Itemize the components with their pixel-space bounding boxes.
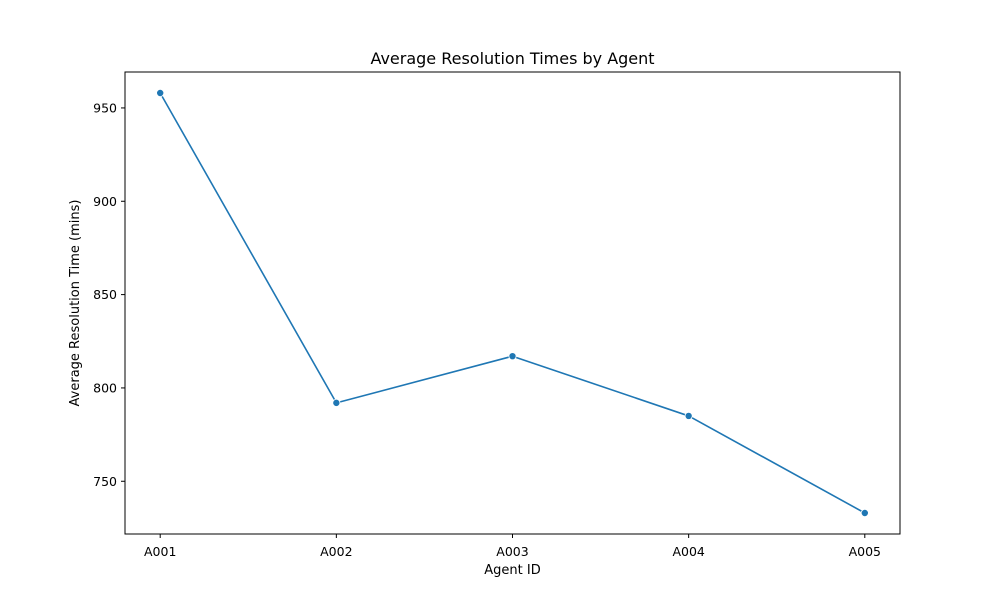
- plot-frame: [124, 71, 901, 535]
- data-point: [508, 352, 517, 361]
- x-axis-label: Agent ID: [484, 563, 540, 578]
- data-point: [860, 508, 869, 517]
- x-tick-label: A004: [672, 544, 704, 559]
- data-point: [684, 411, 693, 420]
- y-tick-label: 950: [93, 100, 117, 115]
- series-points: [156, 89, 869, 517]
- y-tick-label: 850: [93, 287, 117, 302]
- data-point: [156, 89, 165, 98]
- y-axis-ticks: 750 800 850 900 950: [93, 100, 125, 489]
- x-tick-label: A005: [849, 544, 881, 559]
- y-tick-label: 800: [93, 380, 117, 395]
- y-tick-label: 900: [93, 194, 117, 209]
- x-tick-label: A001: [144, 544, 176, 559]
- data-point: [332, 398, 341, 407]
- y-tick-label: 750: [93, 474, 117, 489]
- y-axis-label: Average Resolution Time (mins): [68, 200, 83, 407]
- x-tick-label: A002: [320, 544, 352, 559]
- x-tick-label: A003: [496, 544, 528, 559]
- x-axis-ticks: A001 A002 A003 A004 A005: [144, 534, 881, 559]
- chart-title: Average Resolution Times by Agent: [370, 49, 654, 68]
